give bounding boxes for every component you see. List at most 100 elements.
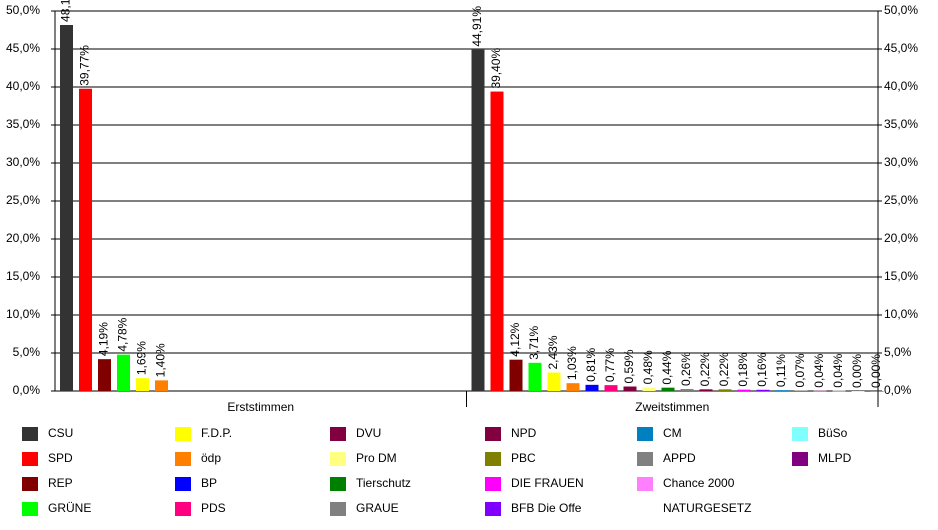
value-label: 0,07% (793, 353, 807, 387)
y2-tick-label: 10,0% (884, 307, 918, 321)
legend-swatch (175, 477, 191, 491)
y-tick-label: 30,0% (6, 155, 40, 169)
y2-tick-label: 20,0% (884, 231, 918, 245)
bar (509, 359, 523, 391)
legend-label: CM (663, 426, 682, 440)
legend-label: BP (201, 476, 217, 490)
legend-label: ödp (201, 451, 221, 465)
value-label: 44,91% (470, 6, 484, 47)
legend-swatch (175, 427, 191, 441)
value-label: 4,12% (508, 322, 522, 356)
legend-swatch (637, 477, 653, 491)
legend-swatch (330, 477, 346, 491)
bar (136, 378, 149, 391)
value-label: 1,69% (135, 341, 149, 375)
legend-label: MLPD (818, 451, 852, 465)
legend-swatch (485, 502, 501, 516)
legend-swatch (22, 477, 38, 491)
bar (661, 387, 675, 391)
bar (832, 390, 846, 392)
legend-label: SPD (48, 451, 73, 465)
legend-label: BüSo (818, 426, 848, 440)
legend-swatch (792, 427, 808, 441)
bar (471, 49, 485, 392)
bar (813, 390, 827, 392)
legend-swatch (22, 452, 38, 466)
legend-swatch (22, 502, 38, 516)
x-tick-label: Zweitstimmen (635, 400, 709, 414)
value-label: 0,22% (717, 352, 731, 386)
bar (528, 362, 542, 391)
legend-label: NATURGESETZ (663, 501, 751, 515)
legend-label: DIE FRAUEN (511, 476, 584, 490)
y-tick-label: 35,0% (6, 117, 40, 131)
value-label: 1,03% (565, 346, 579, 380)
value-label: 0,00% (869, 354, 883, 388)
y2-tick-label: 15,0% (884, 269, 918, 283)
bar (547, 372, 561, 391)
value-label: 4,78% (116, 317, 130, 351)
y2-tick-label: 50,0% (884, 3, 918, 17)
value-label: 0,18% (736, 352, 750, 386)
legend-label: APPD (663, 451, 696, 465)
bar (680, 389, 694, 391)
bar (870, 391, 884, 392)
value-label: 0,04% (831, 353, 845, 387)
bar (60, 24, 73, 391)
value-label: 39,77% (78, 45, 92, 86)
bar (98, 359, 111, 391)
y-tick-label: 15,0% (6, 269, 40, 283)
x-tick-label: Erststimmen (227, 400, 294, 414)
value-label: 0,59% (622, 349, 636, 383)
legend-swatch (485, 477, 501, 491)
legend-label: PDS (201, 501, 226, 515)
value-label: 4,19% (97, 322, 111, 356)
bar (79, 88, 92, 392)
value-label: 0,81% (584, 347, 598, 381)
legend-label: Chance 2000 (663, 476, 735, 490)
value-label: 0,00% (850, 354, 864, 388)
legend-label: REP (48, 476, 73, 490)
legend-label: BFB Die Offe (511, 501, 582, 515)
value-label: 0,16% (755, 352, 769, 386)
value-label: 39,40% (489, 48, 503, 89)
y-tick-label: 40,0% (6, 79, 40, 93)
bar (699, 389, 713, 391)
value-label: 48,16% (59, 0, 73, 22)
legend-swatch (330, 427, 346, 441)
y-tick-label: 0,0% (13, 383, 41, 397)
y-tick-label: 25,0% (6, 193, 40, 207)
value-label: 0,77% (603, 348, 617, 382)
legend-label: F.D.P. (201, 426, 232, 440)
y-tick-label: 50,0% (6, 3, 40, 17)
bar (737, 389, 751, 391)
legend-label: CSU (48, 426, 73, 440)
legend-label: PBC (511, 451, 536, 465)
y-tick-label: 45,0% (6, 41, 40, 55)
y2-tick-label: 25,0% (884, 193, 918, 207)
legend-label: GRÜNE (48, 501, 91, 515)
legend-swatch (175, 502, 191, 516)
legend-swatch (175, 452, 191, 466)
legend-label: DVU (356, 426, 381, 440)
value-label: 0,04% (812, 353, 826, 387)
legend-swatch (485, 452, 501, 466)
bar (775, 390, 789, 391)
bar (117, 354, 130, 391)
value-label: 0,48% (641, 350, 655, 384)
y2-tick-label: 35,0% (884, 117, 918, 131)
bar (794, 390, 808, 391)
legend-swatch (637, 452, 653, 466)
legend-label: NPD (511, 426, 537, 440)
bar (718, 389, 732, 391)
y2-tick-label: 5,0% (884, 345, 912, 359)
y-tick-label: 5,0% (13, 345, 41, 359)
bar (623, 386, 637, 391)
legend-swatch (330, 502, 346, 516)
bar (566, 383, 580, 391)
legend-swatch (330, 452, 346, 466)
y2-tick-label: 0,0% (884, 383, 912, 397)
legend-swatch (485, 427, 501, 441)
